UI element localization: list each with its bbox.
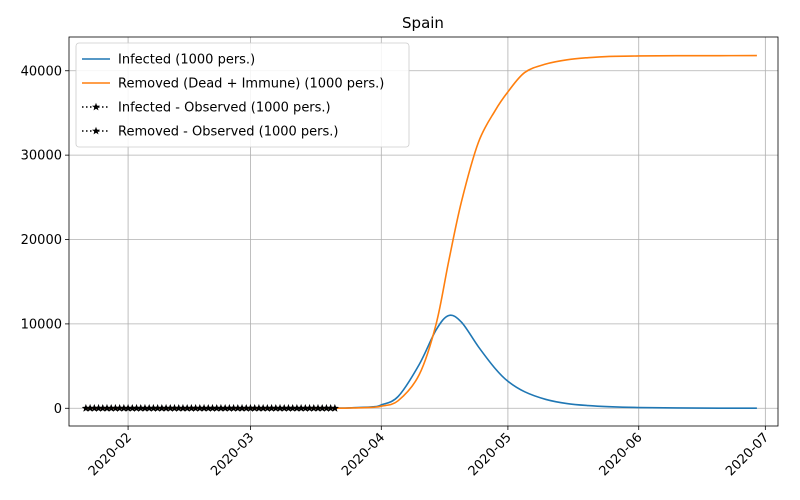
series-marker-3 <box>111 404 120 412</box>
series-marker-3 <box>330 404 339 412</box>
series-marker-3 <box>90 404 99 412</box>
series-marker-3 <box>246 404 255 412</box>
x-tick-label: 2020-04 <box>339 430 388 479</box>
legend: Infected (1000 pers.) Removed (Dead + Imm… <box>75 42 410 148</box>
series-marker-3 <box>238 404 247 412</box>
series-line-0 <box>85 314 757 410</box>
series-marker-3 <box>288 404 297 412</box>
x-tick-label: 2020-05 <box>466 430 515 479</box>
y-tick-label: 0 <box>54 402 62 417</box>
legend-label: Removed (Dead + Immune) (1000 pers.) <box>118 77 384 92</box>
series-marker-3 <box>305 404 314 412</box>
series-marker-3 <box>263 404 272 412</box>
x-tick-label: 2020-07 <box>723 430 772 479</box>
series-marker-3 <box>271 404 280 412</box>
series-marker-3 <box>157 404 166 412</box>
legend-box <box>75 42 410 148</box>
series-marker-3 <box>284 404 293 412</box>
series-marker-3 <box>136 404 145 412</box>
series-marker-3 <box>322 404 331 412</box>
series-marker-3 <box>195 404 204 412</box>
series-marker-3 <box>119 404 128 412</box>
series-marker-3 <box>187 404 196 412</box>
series-marker-3 <box>212 404 221 412</box>
series-marker-3 <box>204 404 213 412</box>
series-marker-3 <box>86 404 95 412</box>
legend-label: Removed - Observed (1000 pers.) <box>118 125 339 140</box>
series-marker-3 <box>318 404 327 412</box>
x-tick-label: 2020-03 <box>208 430 257 479</box>
series-marker-3 <box>174 404 183 412</box>
series-marker-3 <box>115 404 124 412</box>
series-marker-3 <box>225 404 234 412</box>
y-tick-label: 30000 <box>21 149 62 164</box>
series-marker-3 <box>313 404 322 412</box>
plot-frame <box>68 36 779 427</box>
legend-label: Infected (1000 pers.) <box>118 53 255 68</box>
series-marker-3 <box>216 404 225 412</box>
series-line-1 <box>85 54 757 410</box>
series-marker-3 <box>191 404 200 412</box>
series-marker-3 <box>200 404 209 412</box>
x-tick-label: 2020-06 <box>597 430 646 479</box>
series-marker-3 <box>221 404 230 412</box>
series-marker-3 <box>309 404 318 412</box>
y-tick-label: 20000 <box>21 233 62 248</box>
x-tick-label: 2020-02 <box>86 430 135 479</box>
series-marker-3 <box>229 404 238 412</box>
series-marker-3 <box>153 404 162 412</box>
series-marker-3 <box>102 404 111 412</box>
y-tick-label: 10000 <box>21 317 62 332</box>
series-marker-3 <box>292 404 301 412</box>
series-marker-3 <box>98 404 107 412</box>
series-marker-3 <box>94 404 103 412</box>
series-marker-3 <box>128 404 137 412</box>
series-marker-3 <box>233 404 242 412</box>
plot-area <box>81 54 757 412</box>
series-marker-3 <box>297 404 306 412</box>
series-marker-3 <box>254 404 263 412</box>
chart-title: Spain <box>402 14 444 32</box>
legend-label: Infected - Observed (1000 pers.) <box>118 101 331 116</box>
series-marker-3 <box>132 404 141 412</box>
series-marker-3 <box>301 404 310 412</box>
series-marker-3 <box>149 404 158 412</box>
legend-marker <box>92 126 100 135</box>
series-marker-3 <box>242 404 251 412</box>
series-marker-3 <box>166 404 175 412</box>
legend-marker <box>92 102 100 111</box>
series-marker-3 <box>170 404 179 412</box>
series-marker-3 <box>276 404 285 412</box>
series-marker-3 <box>81 404 90 412</box>
series-marker-3 <box>326 404 335 412</box>
series-marker-3 <box>250 404 259 412</box>
series-marker-3 <box>178 404 187 412</box>
series-marker-3 <box>162 404 171 412</box>
series-marker-3 <box>280 404 289 412</box>
series-marker-3 <box>267 404 276 412</box>
series-marker-3 <box>145 404 154 412</box>
series-marker-3 <box>183 404 192 412</box>
series-marker-3 <box>124 404 133 412</box>
series-marker-3 <box>208 404 217 412</box>
series-marker-3 <box>107 404 116 412</box>
y-tick-label: 40000 <box>21 64 62 79</box>
series-marker-3 <box>140 404 149 412</box>
series-marker-3 <box>259 404 268 412</box>
